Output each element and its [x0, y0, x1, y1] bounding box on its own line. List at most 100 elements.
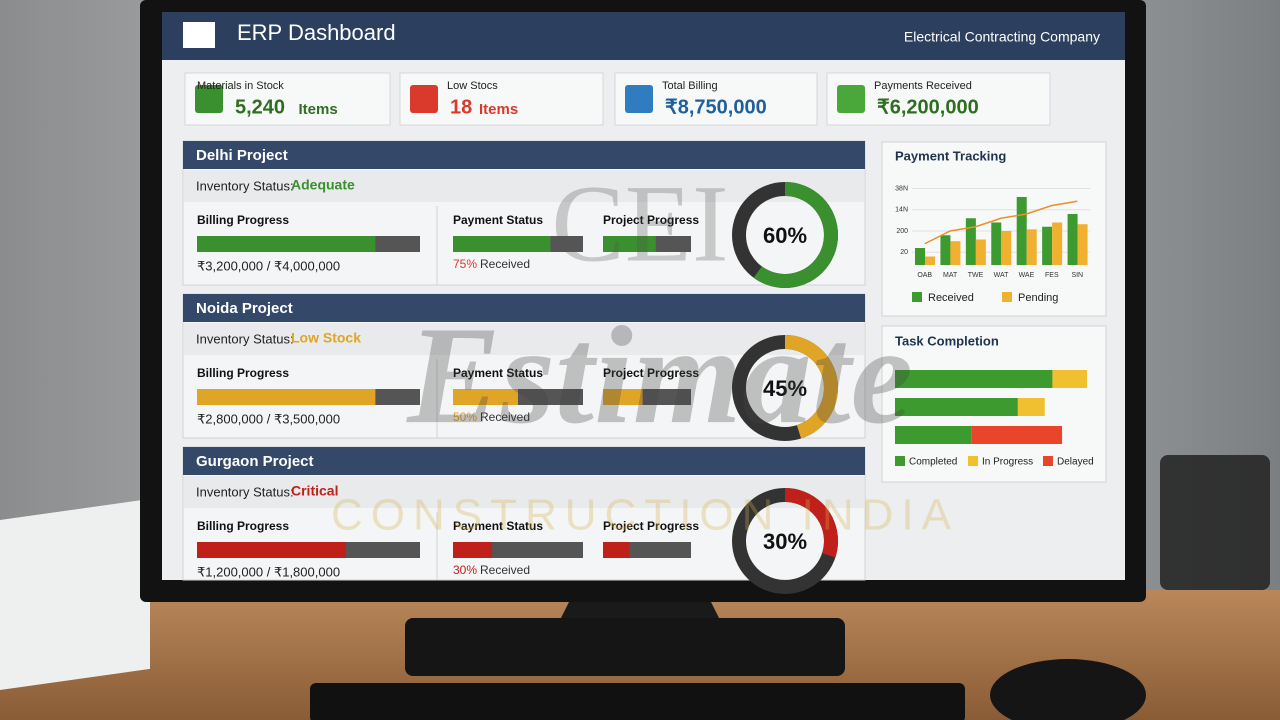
bar	[1052, 222, 1063, 265]
payment-value: 30%	[453, 563, 477, 577]
panel-title: Payment Tracking	[895, 148, 1006, 163]
task-bar	[895, 398, 1018, 416]
payment-value: 50%	[453, 410, 477, 424]
donut-arc	[732, 182, 838, 288]
payment-label: Payment Status	[453, 519, 543, 533]
monitor-base	[405, 618, 845, 676]
payment-bar	[453, 236, 551, 252]
legend-label: Pending	[1018, 292, 1058, 304]
kpi-icon	[195, 85, 223, 113]
x-tick-label: OAB	[917, 272, 932, 279]
progress-bar	[603, 542, 630, 558]
inventory-label: Inventory Status:	[196, 178, 294, 193]
donut-arc	[732, 488, 838, 594]
kpi-label: Payments Received	[874, 80, 972, 92]
bar	[925, 256, 935, 265]
keyboard	[310, 683, 965, 720]
kpi-label: Low Stocs	[447, 80, 498, 92]
project-name: Delhi Project	[196, 147, 288, 164]
billing-label: Billing Progress	[197, 366, 289, 380]
bar	[975, 239, 986, 265]
x-tick-label: WAT	[994, 272, 1009, 279]
kpi-label: Materials in Stock	[197, 80, 284, 92]
inventory-status: Critical	[291, 483, 338, 499]
donut-label: 60%	[763, 223, 807, 248]
progress-label: Project Progress	[603, 213, 699, 227]
pen-holder	[1160, 455, 1270, 590]
kpi-value: 5,240	[235, 96, 285, 118]
watermark-logo: CEI	[551, 162, 728, 284]
payment-received: Received	[480, 410, 530, 424]
bar	[1042, 226, 1053, 265]
payment-bar	[453, 542, 492, 558]
watermark-word: Estimate	[405, 298, 913, 453]
bar	[950, 241, 961, 265]
mouse	[990, 659, 1146, 720]
task-bar	[1017, 398, 1045, 416]
payment-bar	[453, 389, 518, 405]
bar	[1001, 231, 1012, 265]
payment-received: Received	[480, 563, 530, 577]
header-bar	[162, 12, 1125, 60]
payment-label: Payment Status	[453, 366, 543, 380]
bar	[1016, 197, 1027, 265]
billing-bar	[197, 389, 376, 405]
legend-swatch	[968, 456, 978, 466]
y-tick-label: 38N	[895, 185, 908, 192]
bar	[1077, 224, 1088, 265]
legend-swatch	[1043, 456, 1053, 466]
billing-text: ₹2,800,000 / ₹3,500,000	[197, 411, 340, 426]
billing-text: ₹1,200,000 / ₹1,800,000	[197, 564, 340, 579]
project-header	[183, 294, 865, 322]
trend-line	[924, 200, 1078, 245]
bar	[991, 222, 1002, 265]
watermark-line: CONSTRUCTION INDIA	[331, 491, 959, 540]
header-icon	[183, 22, 215, 48]
task-bar	[971, 426, 1063, 444]
x-tick-label: WAE	[1019, 272, 1035, 279]
donut-label: 30%	[763, 529, 807, 554]
progress-label: Project Progress	[603, 366, 699, 380]
billing-label: Billing Progress	[197, 519, 289, 533]
billing-label: Billing Progress	[197, 213, 289, 227]
legend-swatch	[1002, 292, 1012, 302]
legend-label: Received	[928, 292, 974, 304]
y-tick-label: 20	[900, 249, 908, 256]
donut-label: 45%	[763, 376, 807, 401]
project-name: Noida Project	[196, 300, 293, 317]
kpi-unit: Items	[299, 101, 338, 118]
kpi-label: Total Billing	[662, 80, 718, 92]
project-header	[183, 141, 865, 169]
dashboard: ERP Dashboard Electrical Contracting Comp…	[162, 12, 1125, 594]
payment-label: Payment Status	[453, 213, 543, 227]
x-tick-label: MAT	[943, 272, 958, 279]
bar	[915, 248, 925, 265]
kpi-value: ₹6,200,000	[877, 96, 979, 118]
kpi-value: 18	[450, 96, 472, 118]
project-header	[183, 447, 865, 475]
kpi-unit: Items	[479, 101, 518, 118]
y-tick-label: 200	[896, 228, 908, 235]
kpi-icon	[837, 85, 865, 113]
payment-received: Received	[480, 257, 530, 271]
payment-value: 75%	[453, 257, 477, 271]
x-tick-label: SIN	[1071, 272, 1083, 279]
kpi-icon	[410, 85, 438, 113]
progress-bar	[603, 236, 656, 252]
task-bar	[895, 426, 972, 444]
progress-bar	[603, 389, 643, 405]
legend-label: In Progress	[982, 457, 1033, 468]
legend-label: Delayed	[1057, 457, 1094, 468]
kpi-icon	[625, 85, 653, 113]
bar	[940, 235, 951, 265]
task-bar	[895, 370, 1053, 388]
legend-swatch	[912, 292, 922, 302]
panel-title: Task Completion	[895, 333, 999, 348]
kpi-value: ₹8,750,000	[665, 96, 767, 118]
task-bar	[1052, 370, 1087, 388]
donut-arc	[732, 335, 838, 441]
legend-swatch	[895, 456, 905, 466]
x-tick-label: FES	[1045, 272, 1059, 279]
x-tick-label: TWE	[968, 272, 984, 279]
